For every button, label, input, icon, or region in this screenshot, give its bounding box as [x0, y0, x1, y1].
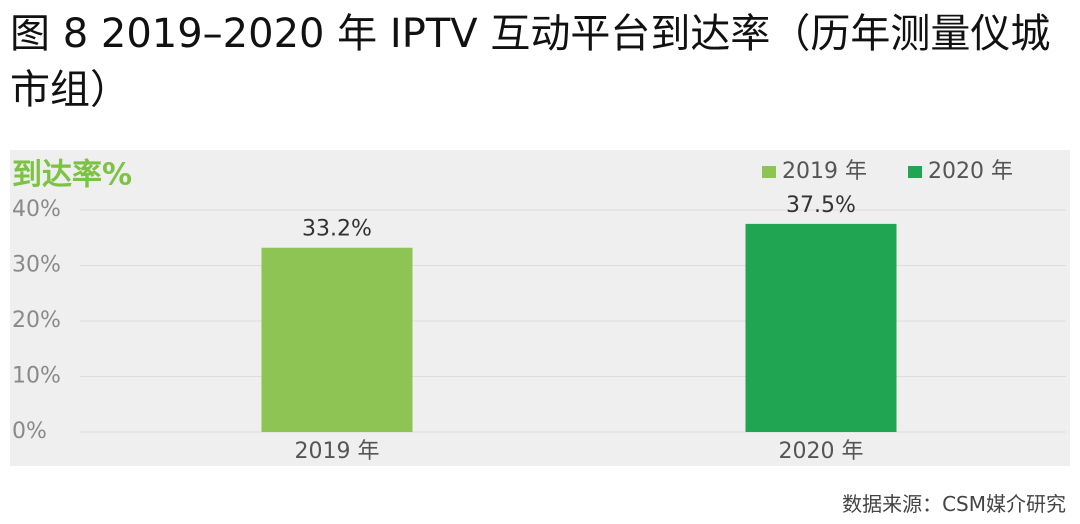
y-axis-label: 到达率%	[12, 158, 132, 193]
y-tick-label: 0%	[12, 419, 47, 444]
legend-label: 2020 年	[928, 159, 1013, 184]
legend-label: 2019 年	[782, 159, 867, 184]
source-note: 数据来源：CSM媒介研究	[842, 492, 1066, 516]
legend-swatch	[908, 166, 922, 178]
y-tick-label: 10%	[12, 364, 61, 389]
value-label: 37.5%	[786, 193, 856, 218]
legend-swatch	[762, 166, 776, 178]
plot-background	[10, 150, 1070, 466]
value-label: 33.2%	[302, 217, 372, 242]
x-tick-label: 2019 年	[295, 439, 380, 464]
bar	[261, 247, 413, 432]
chart-title: 图 8 2019–2020 年 IPTV 互动平台到达率（历年测量仪城市组）	[10, 11, 1051, 113]
y-tick-label: 40%	[12, 197, 61, 222]
y-tick-label: 30%	[12, 253, 61, 278]
y-tick-label: 20%	[12, 308, 61, 333]
bar	[745, 223, 897, 432]
x-tick-label: 2020 年	[779, 439, 864, 464]
